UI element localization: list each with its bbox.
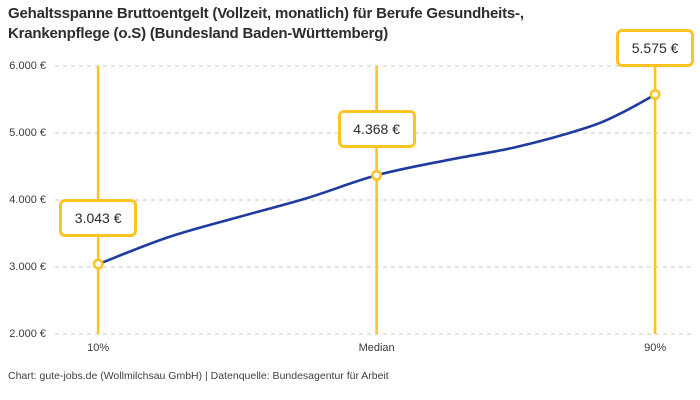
x-tick-label-90pct: 90% bbox=[644, 342, 667, 354]
point-marker bbox=[649, 88, 661, 100]
value-box-90pct: 5.575 € bbox=[616, 28, 695, 67]
value-box-median: 4.368 € bbox=[337, 109, 416, 148]
point-marker bbox=[371, 169, 383, 181]
y-tick-label-5000: 5.000 € bbox=[9, 127, 46, 139]
chart-attribution: Chart: gute-jobs.de (Wollmilchsau GmbH) … bbox=[8, 370, 389, 382]
x-tick-label-10pct: 10% bbox=[87, 342, 110, 354]
y-tick-label-2000: 2.000 € bbox=[9, 328, 46, 340]
value-label-median: 4.368 € bbox=[353, 120, 400, 137]
salary-curve bbox=[96, 93, 657, 266]
point-marker bbox=[92, 258, 104, 270]
chart-title-line1: Gehaltsspanne Bruttoentgelt (Vollzeit, m… bbox=[8, 5, 524, 22]
y-tick-label-3000: 3.000 € bbox=[9, 261, 46, 273]
x-tick-label-median: Median bbox=[358, 342, 395, 354]
value-label-10pct: 3.043 € bbox=[74, 209, 122, 226]
chart-title-line2: Krankenpflege (o.S) (Bundesland Baden-Wü… bbox=[8, 25, 389, 42]
value-box-10pct: 3.043 € bbox=[59, 198, 138, 237]
value-label-90pct: 5.575 € bbox=[631, 39, 679, 56]
y-tick-label-4000: 4.000 € bbox=[9, 194, 46, 206]
y-tick-label-6000: 6.000 € bbox=[9, 60, 46, 72]
chart-title: Gehaltsspanne Bruttoentgelt (Vollzeit, m… bbox=[8, 4, 548, 44]
